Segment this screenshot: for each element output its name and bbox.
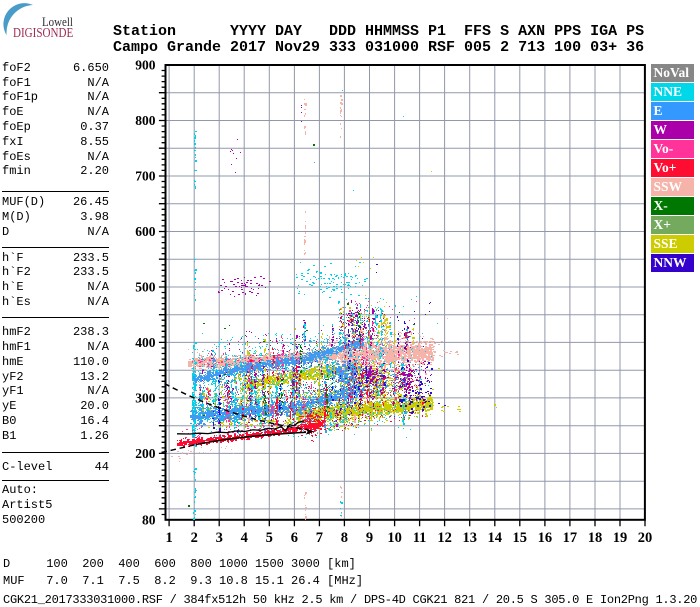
- svg-text:700: 700: [135, 169, 156, 184]
- svg-text:1: 1: [165, 530, 172, 546]
- svg-text:3: 3: [216, 530, 223, 546]
- svg-text:8: 8: [341, 530, 348, 546]
- svg-text:18: 18: [588, 530, 603, 546]
- svg-text:20: 20: [638, 530, 653, 546]
- svg-text:900: 900: [135, 58, 156, 73]
- svg-text:400: 400: [135, 335, 156, 350]
- svg-text:16: 16: [538, 530, 553, 546]
- svg-text:800: 800: [135, 113, 156, 128]
- svg-text:2: 2: [191, 530, 198, 546]
- svg-text:11: 11: [413, 530, 427, 546]
- svg-text:17: 17: [563, 530, 578, 546]
- svg-text:500: 500: [135, 280, 156, 295]
- svg-text:19: 19: [613, 530, 628, 546]
- svg-text:200: 200: [135, 446, 156, 461]
- svg-text:80: 80: [142, 513, 156, 528]
- svg-text:300: 300: [135, 391, 156, 406]
- svg-text:7: 7: [316, 530, 323, 546]
- svg-text:10: 10: [387, 530, 402, 546]
- svg-text:9: 9: [366, 530, 373, 546]
- svg-text:5: 5: [266, 530, 273, 546]
- svg-text:14: 14: [488, 530, 503, 546]
- svg-text:6: 6: [291, 530, 298, 546]
- svg-text:15: 15: [513, 530, 528, 546]
- svg-text:12: 12: [437, 530, 452, 546]
- svg-text:600: 600: [135, 224, 156, 239]
- svg-text:13: 13: [462, 530, 477, 546]
- svg-text:4: 4: [241, 530, 248, 546]
